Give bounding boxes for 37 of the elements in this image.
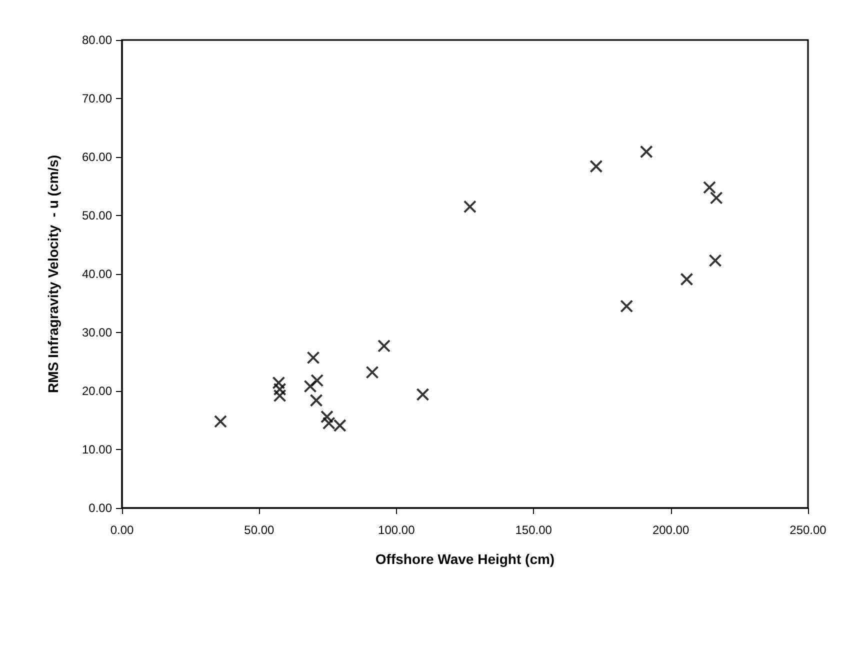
y-tick-label: 50.00 — [82, 208, 112, 222]
point — [320, 410, 334, 424]
y-tick-label: 80.00 — [82, 33, 112, 47]
point — [304, 380, 317, 393]
y-tick-label: 20.00 — [82, 384, 112, 398]
point — [273, 382, 286, 396]
point — [640, 145, 653, 158]
x-tick-label: 200.00 — [652, 523, 690, 537]
point — [416, 388, 430, 402]
point — [702, 180, 716, 194]
x-tick-label: 50.00 — [244, 523, 275, 537]
point — [214, 414, 228, 428]
point — [366, 366, 379, 379]
point — [708, 254, 722, 268]
point — [306, 351, 320, 364]
y-tick-label: 10.00 — [82, 442, 112, 456]
point — [310, 374, 324, 387]
x-tick-label: 100.00 — [378, 523, 416, 537]
x-tick-label: 250.00 — [790, 523, 827, 537]
y-tick-label: 0.00 — [88, 501, 112, 515]
x-axis-title: Offshore Wave Height (cm) — [375, 551, 555, 567]
point — [333, 419, 346, 432]
y-tick-label: 70.00 — [82, 92, 112, 106]
point — [590, 160, 603, 173]
x-tick-label: 0.00 — [110, 523, 134, 537]
point — [378, 339, 391, 352]
point — [620, 300, 634, 313]
x-tick-label: 150.00 — [515, 523, 552, 537]
point — [322, 416, 336, 430]
y-tick-label: 40.00 — [82, 267, 112, 281]
y-tick-label: 30.00 — [82, 326, 112, 340]
point — [680, 272, 694, 286]
point — [463, 200, 476, 214]
y-axis-title: RMS Infragravity Velocity - u (cm/s) — [45, 154, 61, 394]
point — [310, 394, 323, 407]
point — [710, 191, 723, 204]
y-tick-label: 60.00 — [82, 150, 112, 164]
